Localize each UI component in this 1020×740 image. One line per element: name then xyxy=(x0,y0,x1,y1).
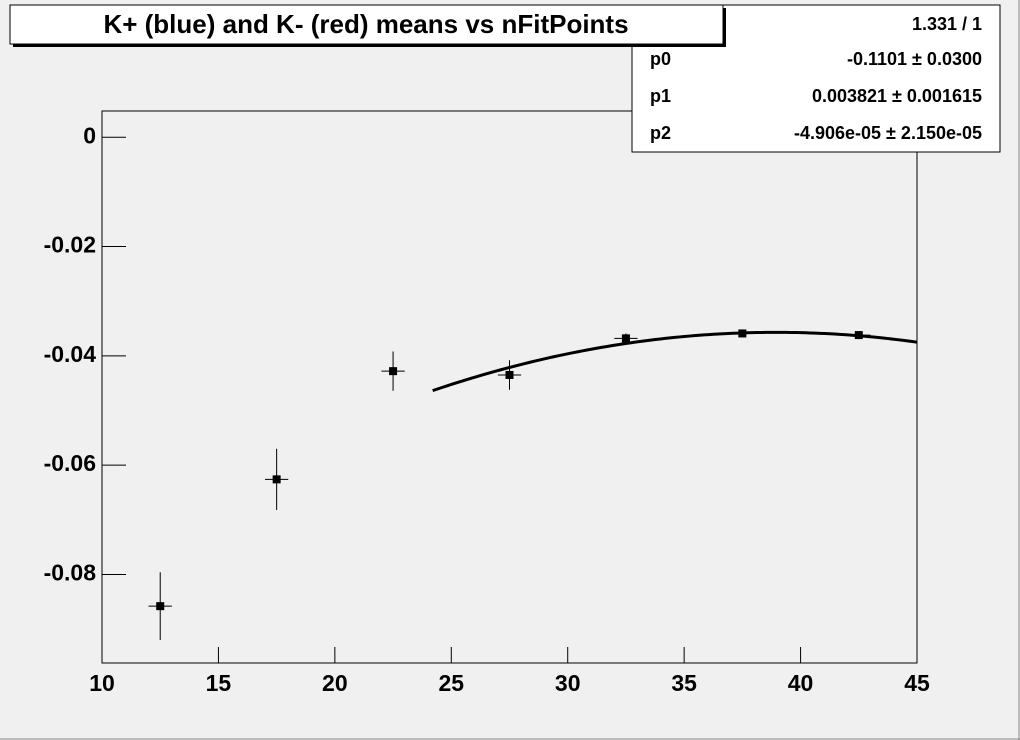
y-tick-label: -0.02 xyxy=(44,232,96,258)
x-tick-label: 30 xyxy=(555,670,581,696)
marker xyxy=(389,367,398,376)
x-tick-label: 45 xyxy=(904,670,930,696)
y-tick-label: -0.06 xyxy=(44,450,96,476)
x-tick-label: 25 xyxy=(438,670,464,696)
stats: p0 -0.1101 ± 0.0300 p1 0.003821 ± 0.001615 p… xyxy=(650,49,982,143)
param-name: p0 xyxy=(650,49,671,69)
y-tick-label: -0.08 xyxy=(44,560,97,586)
fit-curve xyxy=(432,330,918,393)
x-tick-label: 15 xyxy=(206,670,232,696)
param-value: -0.1101 ± 0.0300 xyxy=(847,49,982,69)
param-value: 0.003821 ± 0.001615 xyxy=(812,86,982,106)
param-value: -4.906e-05 ± 2.150e-05 xyxy=(794,123,982,143)
chart-title: K+ (blue) and K- (red) means vs nFitPoin… xyxy=(103,9,628,39)
marker xyxy=(156,602,165,611)
x-tick-label: 20 xyxy=(322,670,348,696)
x-tick-label: 40 xyxy=(788,670,814,696)
param-name: p1 xyxy=(650,86,671,106)
plot: 10 15 20 25 30 35 40 45 0 -0.02 -0.04 -0.06 -0.08 xyxy=(44,122,930,696)
title-box xyxy=(9,4,724,45)
marker xyxy=(272,475,281,484)
x-tick-label: 35 xyxy=(671,670,697,696)
y-tick-label: 0 xyxy=(83,122,96,148)
y-tick-label: -0.04 xyxy=(44,341,97,367)
chi2-ndf: 1.331 / 1 xyxy=(912,14,982,34)
marker xyxy=(621,334,630,343)
x-tick-label: 10 xyxy=(89,670,115,696)
param-name: p2 xyxy=(650,123,671,143)
marker xyxy=(505,370,514,379)
